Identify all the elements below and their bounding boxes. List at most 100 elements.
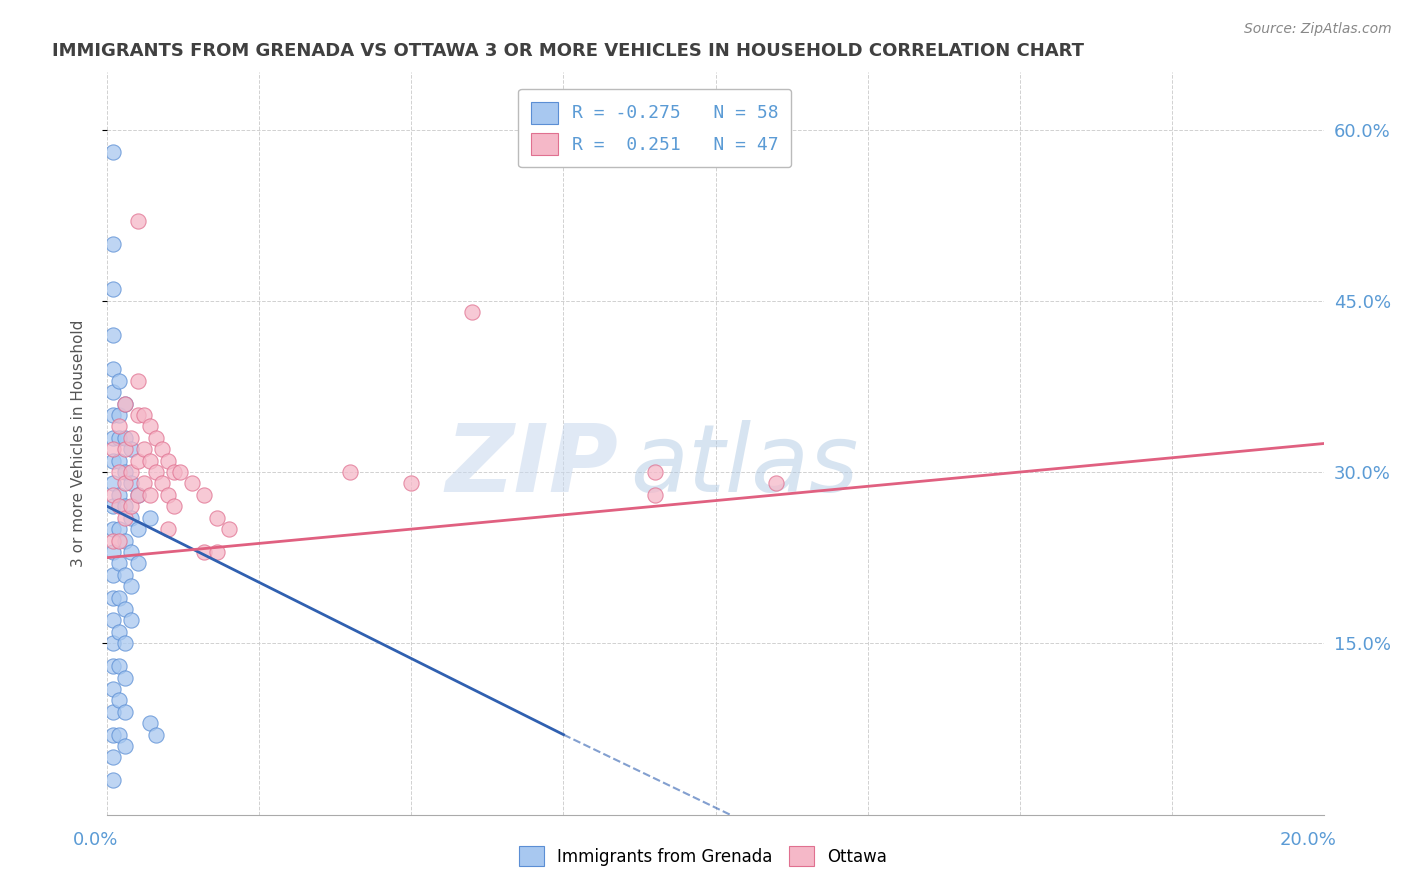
- Point: [120, 614, 142, 628]
- Point: [108, 488, 131, 502]
- Point: [108, 431, 131, 445]
- Point: [218, 522, 240, 536]
- Text: ZIP: ZIP: [446, 420, 619, 512]
- Point: [114, 396, 136, 410]
- Point: [181, 476, 204, 491]
- Point: [114, 396, 136, 410]
- Text: 20.0%: 20.0%: [1279, 831, 1336, 849]
- Point: [108, 465, 131, 479]
- Point: [101, 362, 124, 376]
- Point: [127, 488, 149, 502]
- Point: [101, 773, 124, 788]
- Point: [145, 431, 167, 445]
- Point: [101, 282, 124, 296]
- Point: [193, 488, 215, 502]
- Point: [461, 305, 484, 319]
- Point: [138, 419, 160, 434]
- Point: [150, 476, 173, 491]
- Point: [120, 431, 142, 445]
- Text: atlas: atlas: [630, 420, 859, 511]
- Point: [108, 522, 131, 536]
- Point: [205, 545, 228, 559]
- Point: [114, 510, 136, 524]
- Point: [163, 500, 186, 514]
- Point: [101, 453, 124, 467]
- Point: [114, 671, 136, 685]
- Point: [108, 453, 131, 467]
- Point: [138, 488, 160, 502]
- Legend: R = -0.275   N = 58, R =  0.251   N = 47: R = -0.275 N = 58, R = 0.251 N = 47: [517, 89, 792, 167]
- Point: [193, 545, 215, 559]
- Point: [101, 614, 124, 628]
- Point: [120, 579, 142, 593]
- Point: [108, 693, 131, 707]
- Point: [156, 453, 179, 467]
- Point: [127, 557, 149, 571]
- Point: [101, 705, 124, 719]
- Point: [101, 476, 124, 491]
- Point: [108, 659, 131, 673]
- Point: [644, 465, 666, 479]
- Point: [101, 488, 124, 502]
- Y-axis label: 3 or more Vehicles in Household: 3 or more Vehicles in Household: [72, 320, 86, 567]
- Point: [114, 442, 136, 457]
- Point: [101, 500, 124, 514]
- Point: [101, 545, 124, 559]
- Point: [145, 728, 167, 742]
- Point: [120, 476, 142, 491]
- Point: [108, 624, 131, 639]
- Point: [339, 465, 361, 479]
- Point: [156, 522, 179, 536]
- Point: [765, 476, 787, 491]
- Point: [101, 750, 124, 764]
- Point: [114, 431, 136, 445]
- Point: [205, 510, 228, 524]
- Point: [114, 533, 136, 548]
- Point: [101, 533, 124, 548]
- Point: [132, 408, 155, 422]
- Point: [120, 545, 142, 559]
- Point: [132, 476, 155, 491]
- Point: [108, 500, 131, 514]
- Point: [150, 442, 173, 457]
- Point: [101, 408, 124, 422]
- Point: [108, 591, 131, 605]
- Point: [132, 442, 155, 457]
- Point: [101, 681, 124, 696]
- Point: [101, 728, 124, 742]
- Point: [163, 465, 186, 479]
- Legend: Immigrants from Grenada, Ottawa: Immigrants from Grenada, Ottawa: [512, 839, 894, 873]
- Point: [101, 385, 124, 400]
- Point: [108, 728, 131, 742]
- Point: [169, 465, 191, 479]
- Point: [108, 408, 131, 422]
- Point: [114, 739, 136, 753]
- Point: [127, 522, 149, 536]
- Point: [127, 453, 149, 467]
- Point: [138, 716, 160, 731]
- Text: 0.0%: 0.0%: [73, 831, 118, 849]
- Point: [145, 465, 167, 479]
- Point: [101, 328, 124, 343]
- Point: [120, 442, 142, 457]
- Point: [644, 488, 666, 502]
- Point: [101, 522, 124, 536]
- Point: [127, 214, 149, 228]
- Point: [127, 408, 149, 422]
- Point: [114, 636, 136, 650]
- Point: [101, 567, 124, 582]
- Point: [108, 533, 131, 548]
- Point: [114, 567, 136, 582]
- Point: [101, 659, 124, 673]
- Point: [108, 557, 131, 571]
- Point: [101, 636, 124, 650]
- Point: [101, 236, 124, 251]
- Point: [138, 510, 160, 524]
- Point: [101, 431, 124, 445]
- Point: [156, 488, 179, 502]
- Point: [114, 476, 136, 491]
- Point: [138, 453, 160, 467]
- Point: [401, 476, 423, 491]
- Point: [108, 419, 131, 434]
- Point: [127, 488, 149, 502]
